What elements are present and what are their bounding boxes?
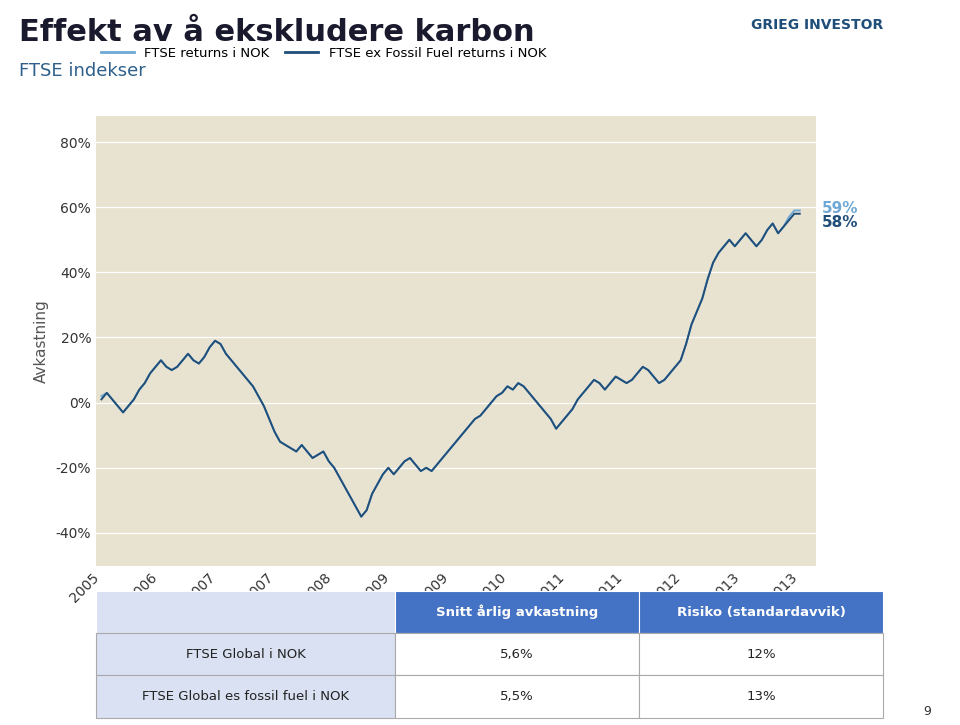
Text: 59%: 59% xyxy=(822,202,858,216)
Text: FTSE Global i NOK: FTSE Global i NOK xyxy=(185,648,305,660)
Text: 5,5%: 5,5% xyxy=(500,690,534,703)
Text: 13%: 13% xyxy=(746,690,776,703)
Text: GRIEG INVESTOR: GRIEG INVESTOR xyxy=(751,18,883,32)
Text: FTSE Global es fossil fuel i NOK: FTSE Global es fossil fuel i NOK xyxy=(142,690,349,703)
Text: 58%: 58% xyxy=(822,215,858,231)
Text: 9: 9 xyxy=(924,705,931,718)
Text: FTSE indekser: FTSE indekser xyxy=(19,62,146,80)
Text: Snitt årlig avkastning: Snitt årlig avkastning xyxy=(436,605,598,619)
Y-axis label: Avkastning: Avkastning xyxy=(34,299,49,383)
Legend: FTSE returns i NOK, FTSE ex Fossil Fuel returns i NOK: FTSE returns i NOK, FTSE ex Fossil Fuel … xyxy=(95,41,552,65)
Text: Effekt av å ekskludere karbon: Effekt av å ekskludere karbon xyxy=(19,18,535,47)
Text: 5,6%: 5,6% xyxy=(500,648,534,660)
Text: 12%: 12% xyxy=(746,648,776,660)
Text: Risiko (standardavvik): Risiko (standardavvik) xyxy=(677,605,846,618)
